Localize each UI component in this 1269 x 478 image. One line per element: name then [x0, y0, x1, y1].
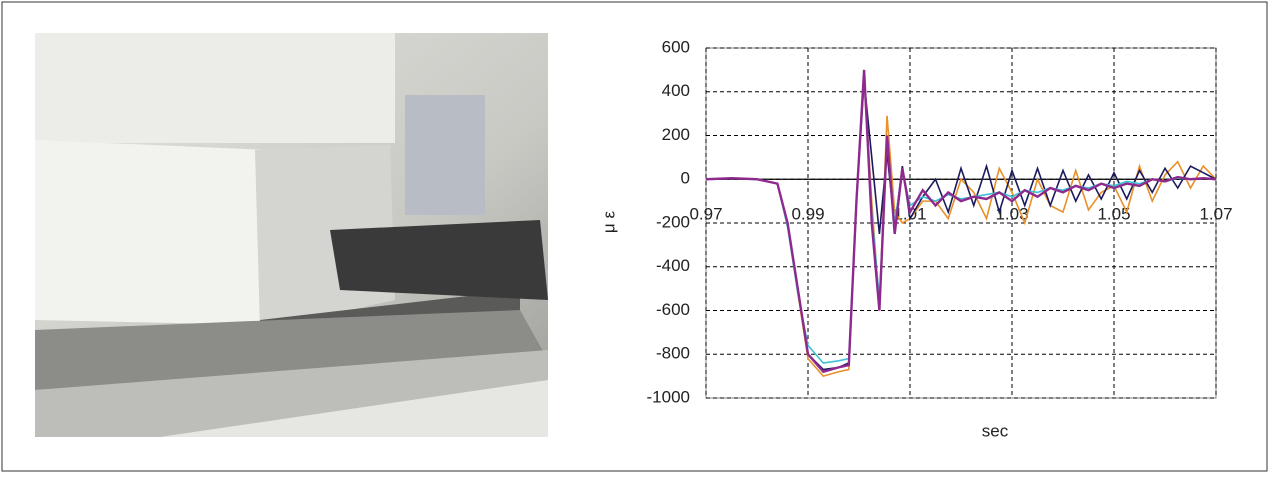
y-tick-label: -200: [656, 212, 690, 231]
y-tick-label: 600: [662, 37, 690, 56]
y-tick-label: -800: [656, 344, 690, 363]
x-axis-label: sec: [982, 421, 1009, 440]
x-tick-label: 0.99: [791, 205, 824, 224]
x-tick-label: 0.97: [689, 205, 722, 224]
series-line: [705, 69, 1217, 374]
x-tick-label: 1.03: [995, 205, 1028, 224]
y-tick-label: -600: [656, 300, 690, 319]
x-tick-label: 1.05: [1097, 205, 1130, 224]
photo: [35, 33, 548, 437]
y-tick-label: 200: [662, 125, 690, 144]
x-tick-label: 1.07: [1199, 205, 1232, 224]
series-line: [705, 74, 1217, 378]
y-tick-label: -1000: [647, 387, 690, 406]
y-tick-label: -400: [656, 256, 690, 275]
y-tick-label: 400: [662, 81, 690, 100]
y-axis-label: μ ε: [599, 211, 618, 234]
y-tick-label: 0: [681, 169, 690, 188]
